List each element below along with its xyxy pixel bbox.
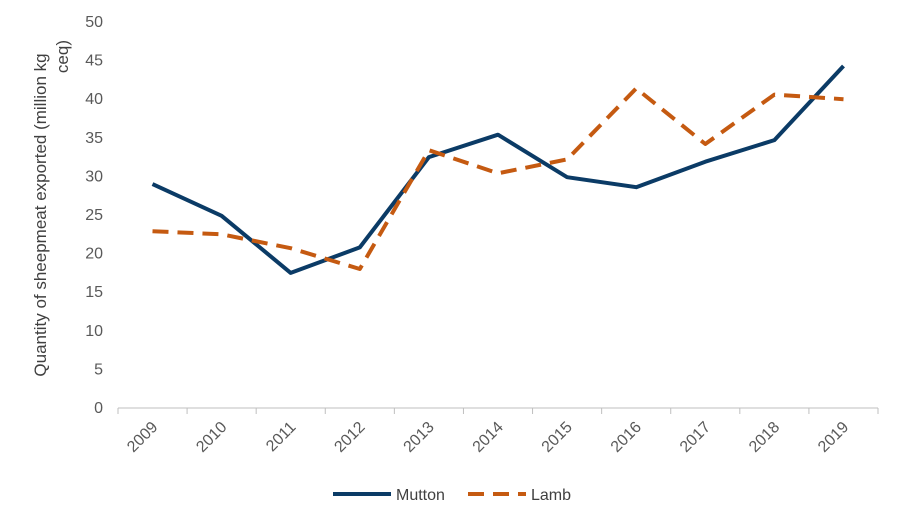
x-tick-label: 2013 <box>401 419 438 456</box>
series-line-lamb <box>152 86 844 271</box>
y-tick-label: 15 <box>85 284 103 301</box>
y-tick-label: 30 <box>85 168 103 185</box>
y-tick-label: 40 <box>85 91 103 108</box>
x-tick-label: 2010 <box>193 419 230 456</box>
y-axis-title-line-1: Quantity of sheepmeat exported (million … <box>31 53 50 376</box>
y-tick-label: 45 <box>85 53 103 70</box>
y-tick-label: 20 <box>85 246 103 263</box>
y-axis-title-group: Quantity of sheepmeat exported (million … <box>31 40 72 377</box>
y-tick-label: 0 <box>94 400 103 417</box>
y-tick-label: 25 <box>85 207 103 224</box>
x-axis-ticks: 2009 2010 2011 2012 2013 2014 2015 2016 2017 2018… <box>117 408 879 456</box>
y-tick-label: 10 <box>85 323 103 340</box>
x-tick-label: 2015 <box>539 419 576 456</box>
x-tick-label: 2017 <box>677 419 714 456</box>
legend-label-lamb: Lamb <box>531 487 571 504</box>
x-tick-label: 2016 <box>608 419 645 456</box>
x-tick-label: 2018 <box>746 419 783 456</box>
y-tick-label: 35 <box>85 130 103 147</box>
series-layer <box>151 64 845 275</box>
series-line-mutton <box>151 64 845 275</box>
x-tick-label: 2014 <box>470 419 507 456</box>
y-tick-label: 5 <box>94 361 103 378</box>
y-axis-title-line-2: ceq) <box>53 40 72 73</box>
legend: Mutton Lamb <box>333 487 571 504</box>
y-tick-label: 50 <box>85 14 103 31</box>
x-tick-label: 2009 <box>124 419 161 456</box>
x-tick-label: 2019 <box>815 419 852 456</box>
x-tick-label: 2012 <box>331 419 368 456</box>
x-tick-label: 2011 <box>263 419 299 455</box>
y-axis-ticks: 0 5 10 15 20 25 30 35 40 45 50 <box>85 14 103 417</box>
legend-label-mutton: Mutton <box>396 487 445 504</box>
